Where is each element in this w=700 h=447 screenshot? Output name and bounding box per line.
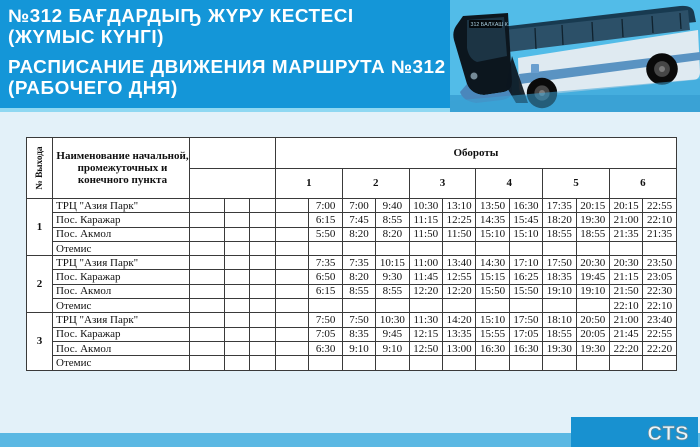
svg-text:312 БАЛХАШ К.: 312 БАЛХАШ К. [471, 22, 510, 28]
svg-text:CTS: CTS [648, 423, 690, 445]
svg-text:№ Выхода: № Выхода [35, 146, 45, 190]
